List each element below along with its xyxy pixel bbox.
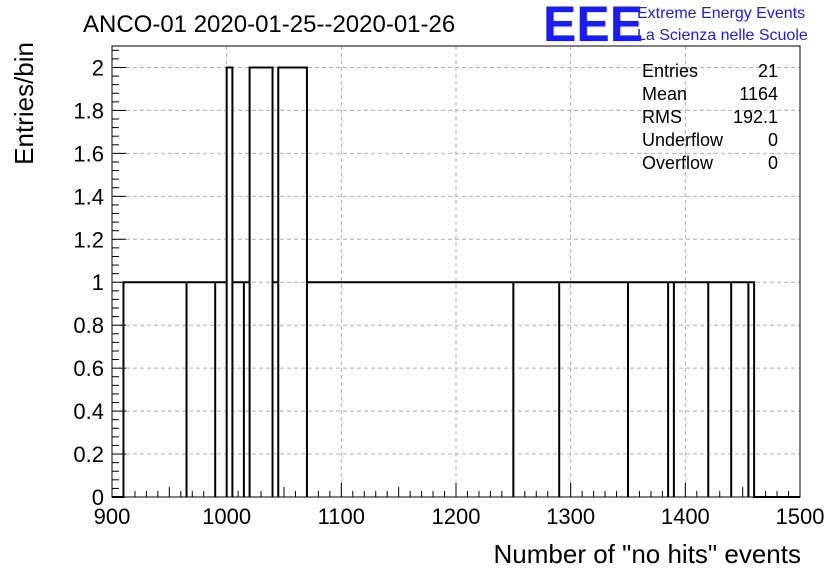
- y-tick-label: 1.2: [73, 227, 104, 252]
- x-tick-label: 1000: [202, 504, 251, 529]
- y-tick-label: 0.6: [73, 356, 104, 381]
- x-tick-label: 1500: [776, 504, 825, 529]
- stats-label: Overflow: [642, 153, 714, 173]
- stats-label: Mean: [642, 84, 687, 104]
- eee-logo: EEE Extreme Energy Events La Scienza nel…: [543, 0, 808, 52]
- logo-mark: EEE: [543, 0, 643, 52]
- stats-value: 21: [758, 61, 778, 81]
- stats-value: 1164: [739, 84, 778, 104]
- y-tick-label: 1.4: [73, 184, 104, 209]
- chart-title: ANCO-01 2020-01-25--2020-01-26: [83, 11, 455, 38]
- y-tick-label: 1.8: [73, 98, 104, 123]
- x-axis-title: Number of "no hits" events: [494, 539, 802, 569]
- y-tick-label: 0.2: [73, 442, 104, 467]
- stats-box: Entries 21 Mean 1164 RMS 192.1 Underflow 0 Overf…: [642, 61, 778, 173]
- stats-value: 0: [768, 130, 778, 150]
- histogram-line: [112, 66, 800, 498]
- y-tick-label: 0.8: [73, 313, 104, 338]
- y-tick-label: 1: [92, 270, 104, 295]
- y-tick-label: 0: [92, 485, 104, 510]
- axes: 900 1000 1100 1200 1300 1400 150000.20.40.60.8…: [73, 49, 825, 529]
- logo-line-1: Extreme Energy Events: [637, 5, 805, 22]
- stats-value: 192.1: [733, 107, 778, 127]
- y-tick-label: 1.6: [73, 141, 104, 166]
- stats-value: 0: [768, 153, 778, 173]
- stats-label: Entries: [642, 61, 698, 81]
- logo-line-2: La Scienza nelle Scuole: [637, 27, 808, 44]
- y-tick-label: 2: [92, 55, 104, 80]
- y-axis-title: Entries/bin: [9, 42, 39, 165]
- stats-label: RMS: [642, 107, 682, 127]
- x-tick-label: 1100: [318, 504, 365, 529]
- x-tick-label: 1400: [661, 504, 710, 529]
- x-tick-label: 1300: [546, 504, 595, 529]
- y-tick-label: 0.4: [73, 399, 104, 424]
- x-tick-label: 1200: [432, 504, 481, 529]
- x-tick-label: 900: [94, 504, 131, 529]
- stats-label: Underflow: [642, 130, 724, 150]
